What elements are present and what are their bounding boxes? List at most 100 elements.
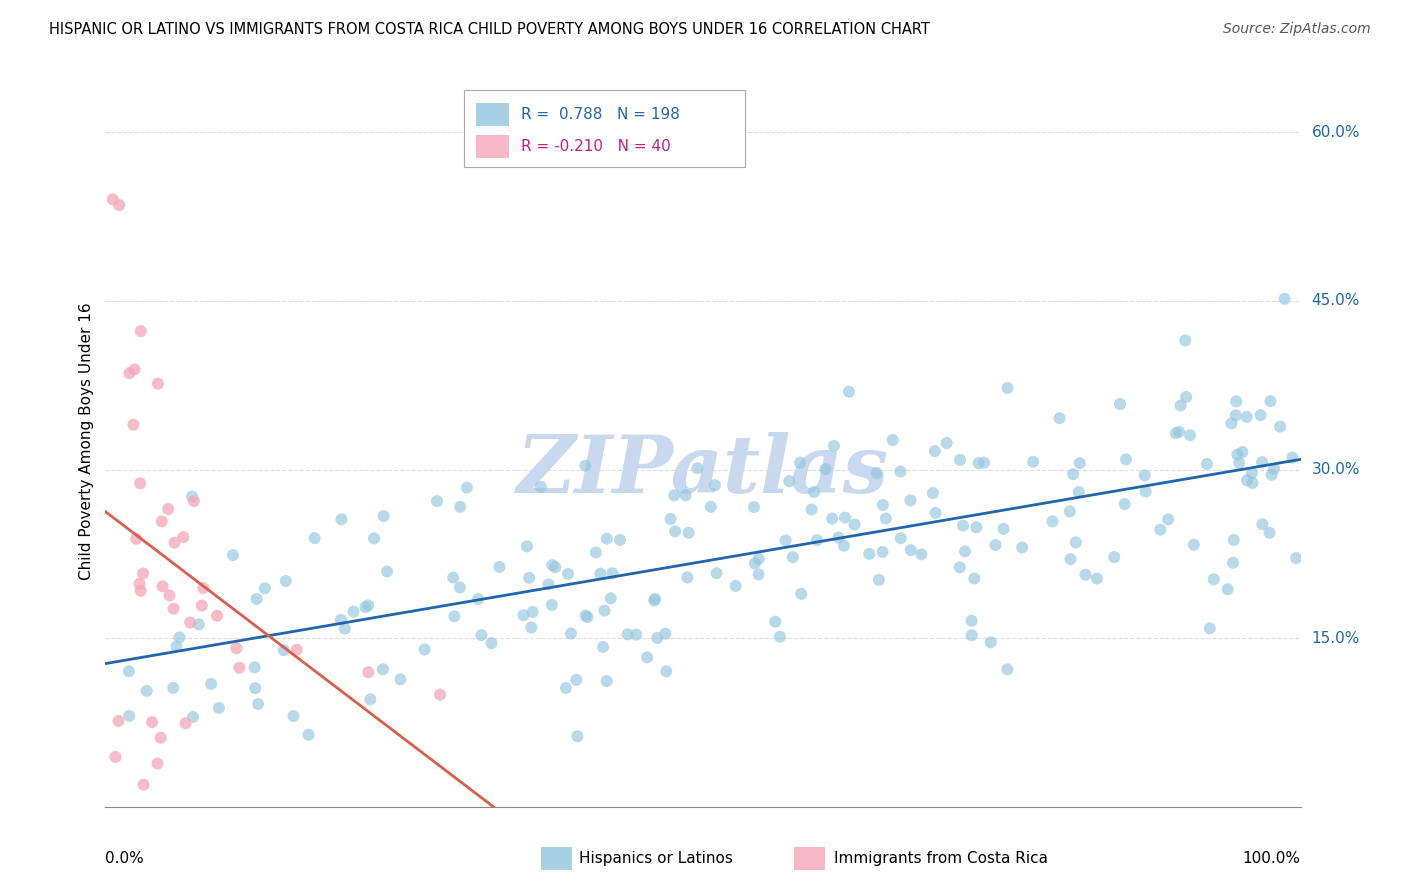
Point [803, 485, 825, 500]
Text: ZIPatlas: ZIPatlas [517, 432, 889, 509]
Point [589, 566, 612, 581]
Text: 100.0%: 100.0% [1243, 851, 1301, 866]
Point [832, 539, 855, 553]
Point [858, 547, 880, 561]
Point [821, 511, 844, 525]
Point [1062, 467, 1084, 482]
Text: 15.0%: 15.0% [1312, 631, 1360, 646]
Point [806, 533, 828, 548]
Point [960, 614, 983, 628]
Point [297, 728, 319, 742]
Point [664, 524, 686, 539]
Point [882, 433, 904, 447]
Point [253, 582, 276, 596]
Point [626, 627, 648, 641]
Point [285, 642, 308, 657]
Point [222, 548, 245, 562]
Point [576, 610, 599, 624]
Point [449, 500, 471, 514]
Point [1258, 525, 1281, 540]
Point [742, 500, 765, 514]
Point [544, 560, 567, 574]
Point [1198, 621, 1220, 635]
Point [789, 456, 811, 470]
Point [330, 613, 353, 627]
Point [997, 381, 1019, 395]
Point [225, 641, 247, 656]
Point [1135, 484, 1157, 499]
Point [997, 662, 1019, 676]
Text: 45.0%: 45.0% [1312, 293, 1360, 309]
Point [644, 591, 666, 606]
Point [700, 500, 723, 514]
Point [949, 453, 972, 467]
Point [834, 510, 856, 524]
Point [245, 591, 267, 606]
Point [146, 756, 169, 771]
Point [1227, 456, 1250, 470]
Point [596, 532, 619, 546]
Point [1011, 541, 1033, 555]
Y-axis label: Child Poverty Among Boys Under 16: Child Poverty Among Boys Under 16 [79, 302, 94, 581]
Point [1236, 409, 1258, 424]
Point [470, 628, 492, 642]
Point [104, 750, 127, 764]
Point [330, 512, 353, 526]
Point [769, 630, 792, 644]
Point [1182, 538, 1205, 552]
Point [193, 581, 215, 595]
Text: Hispanics or Latinos: Hispanics or Latinos [579, 851, 733, 865]
Point [443, 609, 465, 624]
Point [1232, 445, 1254, 459]
Point [1049, 411, 1071, 425]
Point [800, 502, 823, 516]
Point [200, 677, 222, 691]
Point [174, 716, 197, 731]
Point [763, 615, 786, 629]
Point [243, 660, 266, 674]
Point [150, 514, 173, 528]
Point [609, 533, 631, 547]
Point [488, 560, 510, 574]
Point [359, 692, 381, 706]
Point [910, 547, 932, 561]
Point [516, 539, 538, 553]
Point [1175, 390, 1198, 404]
Point [778, 474, 800, 488]
Point [1241, 475, 1264, 490]
Point [162, 681, 184, 695]
Text: 60.0%: 60.0% [1312, 125, 1360, 139]
Point [1225, 409, 1247, 423]
Point [1274, 292, 1296, 306]
Point [924, 444, 946, 458]
Point [676, 570, 699, 584]
Point [530, 480, 553, 494]
Point [245, 681, 267, 695]
Point [1202, 572, 1225, 586]
Point [1149, 523, 1171, 537]
Point [866, 466, 889, 480]
Point [389, 673, 412, 687]
Point [541, 558, 564, 573]
Point [960, 628, 983, 642]
Point [1178, 428, 1201, 442]
Point [814, 462, 837, 476]
Point [135, 684, 157, 698]
FancyBboxPatch shape [475, 135, 509, 159]
Point [1102, 550, 1125, 565]
Point [1195, 457, 1218, 471]
Point [304, 531, 326, 545]
Point [1260, 394, 1282, 409]
Point [664, 488, 686, 502]
Point [149, 731, 172, 745]
Point [191, 599, 214, 613]
Point [132, 566, 155, 581]
Point [124, 362, 146, 376]
Point [965, 520, 987, 534]
Point [967, 456, 990, 470]
Point [129, 324, 152, 338]
Point [413, 642, 436, 657]
Point [1251, 455, 1274, 469]
Point [596, 674, 619, 689]
Point [952, 518, 974, 533]
